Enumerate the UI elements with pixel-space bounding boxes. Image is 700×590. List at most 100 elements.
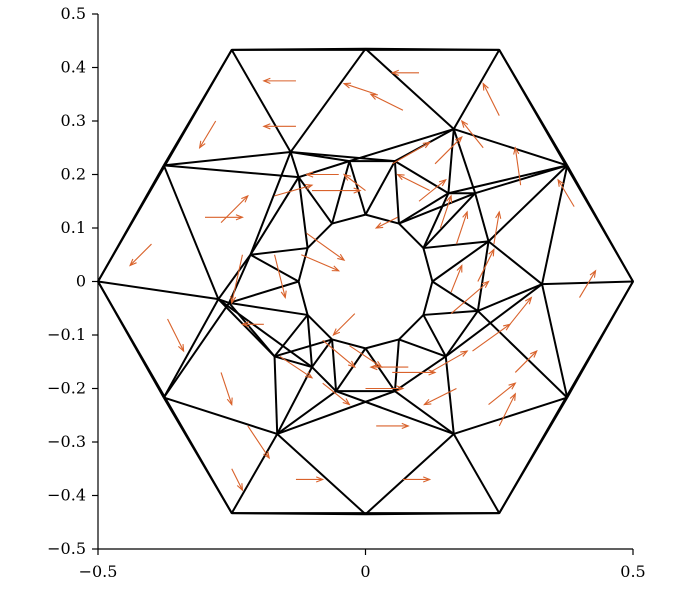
mesh-edge bbox=[230, 433, 279, 514]
mesh-edge bbox=[422, 314, 447, 357]
mesh-edge bbox=[97, 164, 165, 282]
mesh-edge bbox=[311, 366, 337, 392]
vector-arrowhead bbox=[488, 248, 495, 257]
vector-arrowhead bbox=[396, 173, 405, 181]
mesh-edge bbox=[394, 390, 455, 435]
mesh-edge bbox=[453, 396, 568, 435]
mesh-edge bbox=[163, 151, 291, 167]
mesh-edge bbox=[217, 254, 252, 300]
mesh-edge bbox=[331, 339, 338, 392]
mesh-edge bbox=[398, 338, 447, 358]
vector-arrowhead bbox=[240, 321, 250, 328]
mesh-edge bbox=[162, 298, 220, 399]
vector-arrowhead bbox=[482, 82, 489, 91]
vector-arrowhead bbox=[481, 280, 490, 288]
tick-layer: 0.5 0.4 0.3 0.2 0.1 0 −0.1 −0.2 −0.3 −0.4 −0.5 −0.5… bbox=[47, 4, 646, 581]
vector-arrowhead bbox=[396, 385, 405, 392]
y-tick-label: 0.5 bbox=[61, 4, 86, 23]
vector-arrowhead bbox=[509, 392, 516, 401]
mesh-edge bbox=[474, 192, 490, 242]
vector-arrowhead bbox=[262, 123, 271, 130]
vector-arrowhead bbox=[374, 222, 384, 229]
vector-arrowhead bbox=[446, 194, 453, 203]
vector-arrowhead bbox=[428, 369, 437, 376]
y-tick-label: 0.3 bbox=[61, 111, 86, 130]
vector-arrowhead bbox=[230, 295, 237, 305]
mesh-edge bbox=[365, 47, 500, 51]
vector-arrowhead bbox=[226, 397, 233, 406]
vector-arrow bbox=[455, 211, 468, 245]
mesh-edge bbox=[364, 48, 455, 130]
mesh-edge bbox=[217, 298, 276, 358]
mesh-edge bbox=[566, 164, 634, 282]
axes bbox=[97, 14, 633, 550]
mesh-edge bbox=[422, 192, 450, 249]
mesh-edge bbox=[393, 161, 400, 224]
vector-arrow bbox=[231, 468, 243, 491]
mesh-edge bbox=[311, 338, 333, 368]
vector-arrow bbox=[434, 136, 463, 165]
vector-arrow bbox=[488, 382, 516, 405]
mesh-edge bbox=[398, 192, 449, 225]
vector-arrow bbox=[482, 83, 500, 116]
mesh-edge bbox=[249, 176, 300, 256]
vector-arrow bbox=[557, 179, 575, 207]
mesh-edge bbox=[97, 280, 219, 301]
mesh-edge bbox=[274, 355, 313, 369]
vector-arrowhead bbox=[342, 173, 352, 181]
vector-arrowhead bbox=[347, 360, 356, 369]
vector-arrow bbox=[220, 195, 249, 224]
vector-arrow bbox=[343, 174, 366, 191]
mesh-edge bbox=[394, 160, 449, 195]
vector-arrowhead bbox=[353, 187, 362, 194]
y-tick-label: 0.2 bbox=[61, 165, 86, 184]
mesh-edge bbox=[541, 165, 569, 285]
mesh-edge bbox=[476, 241, 490, 312]
mesh-edge bbox=[448, 164, 568, 195]
mesh-edge bbox=[542, 280, 634, 286]
mesh-edge bbox=[364, 433, 455, 515]
mesh-layer bbox=[97, 47, 634, 516]
vector-arrow bbox=[274, 184, 313, 197]
mesh-edge bbox=[290, 151, 396, 163]
vector-arrow bbox=[322, 382, 350, 405]
vector-arrowhead bbox=[342, 82, 352, 89]
vector-arrow bbox=[322, 339, 356, 368]
vector-arrow bbox=[514, 147, 522, 186]
vector-arrow bbox=[220, 372, 233, 405]
mesh-edge bbox=[447, 128, 455, 194]
vector-arrowhead bbox=[236, 483, 244, 492]
vector-arrow bbox=[439, 195, 452, 229]
vector-arrowhead bbox=[456, 264, 463, 273]
mesh-edge bbox=[162, 397, 233, 514]
vector-arrow bbox=[472, 323, 511, 352]
vector-arrow bbox=[477, 249, 495, 282]
mesh-edge bbox=[431, 240, 490, 283]
mesh-edge bbox=[474, 164, 568, 195]
mesh-edge bbox=[452, 433, 501, 514]
vector-arrowhead bbox=[460, 119, 469, 128]
mesh-edge bbox=[498, 397, 569, 514]
mesh-edge bbox=[422, 192, 476, 249]
mesh-edge bbox=[230, 49, 292, 153]
vector-arrowhead bbox=[305, 371, 314, 379]
vector-arrow bbox=[514, 350, 538, 373]
vector-arrowhead bbox=[423, 398, 432, 406]
mesh-edge bbox=[249, 253, 300, 283]
vector-arrow bbox=[498, 393, 516, 427]
mesh-edge bbox=[217, 298, 313, 368]
mesh-edge bbox=[431, 280, 479, 312]
vector-arrow bbox=[450, 265, 463, 293]
mesh-edge bbox=[452, 128, 477, 194]
vector-arrowhead bbox=[337, 253, 346, 261]
outer-hexagon bbox=[97, 48, 634, 515]
vector-arrow bbox=[418, 179, 447, 202]
vector-arrowhead bbox=[178, 344, 185, 353]
mesh-edge bbox=[276, 366, 313, 435]
mesh-edge bbox=[273, 314, 309, 358]
x-tick-label: −0.5 bbox=[79, 562, 118, 581]
vector-arrow bbox=[424, 388, 457, 406]
vector-arrow bbox=[274, 254, 286, 298]
mesh-edge bbox=[444, 310, 479, 357]
vector-arrowhead bbox=[530, 350, 538, 358]
